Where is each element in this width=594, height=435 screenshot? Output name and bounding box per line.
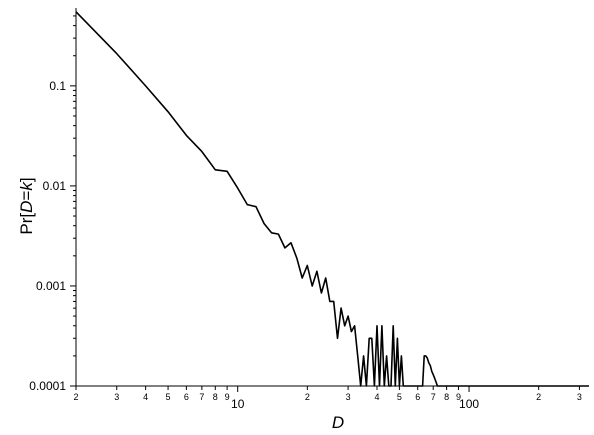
y-tick-label: 0.001 — [36, 279, 66, 293]
x-tick-label: 2 — [305, 392, 310, 402]
x-tick-label: 6 — [184, 392, 189, 402]
x-tick-label: 10 — [231, 397, 245, 411]
x-tick-label: 4 — [374, 392, 379, 402]
x-tick-label: 7 — [199, 392, 204, 402]
x-tick-label: 9 — [225, 392, 230, 402]
x-tick-label: 100 — [459, 397, 479, 411]
y-axis-title: Pr[D=k] — [17, 177, 36, 234]
x-tick-label: 4 — [143, 392, 148, 402]
x-tick-label: 5 — [397, 392, 402, 402]
series-layer — [75, 11, 589, 387]
series-line-0 — [75, 11, 589, 387]
x-tick-label: 7 — [431, 392, 436, 402]
x-tick-label: 2 — [536, 392, 541, 402]
y-tick-label: 0.0001 — [29, 379, 66, 393]
x-tick-label: 8 — [213, 392, 218, 402]
x-tick-label: 5 — [166, 392, 171, 402]
x-tick-label: 3 — [346, 392, 351, 402]
x-tick-label: 2 — [73, 392, 78, 402]
x-tick-label: 6 — [415, 392, 420, 402]
x-tick-label: 3 — [114, 392, 119, 402]
y-tick-label: 0.1 — [49, 79, 66, 93]
x-axis-title: D — [332, 413, 344, 432]
x-tick-label: 3 — [577, 392, 582, 402]
x-tick-label: 9 — [456, 392, 461, 402]
x-tick-label: 8 — [444, 392, 449, 402]
y-tick-label: 0.01 — [43, 179, 67, 193]
y-ticks: 0.0001 0.001 0.01 0.1 — [29, 15, 76, 393]
